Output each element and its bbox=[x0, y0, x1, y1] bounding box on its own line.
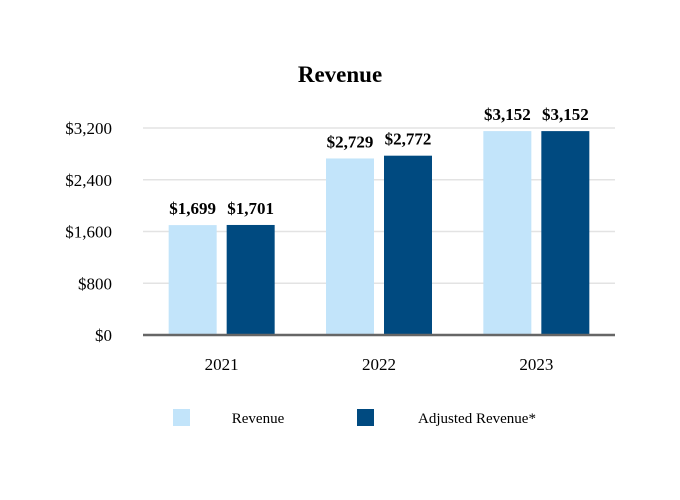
data-label: $3,152 bbox=[484, 105, 531, 124]
y-tick-label: $2,400 bbox=[65, 171, 112, 190]
data-label: $2,772 bbox=[385, 130, 432, 149]
bar-adjusted-revenue-2021 bbox=[226, 224, 275, 335]
y-tick-label: $0 bbox=[95, 326, 112, 345]
x-tick-label: 2023 bbox=[519, 355, 553, 374]
data-label: $1,701 bbox=[227, 199, 274, 218]
bar-adjusted-revenue-2023 bbox=[541, 131, 590, 335]
y-tick-label: $1,600 bbox=[65, 223, 112, 242]
bars bbox=[168, 131, 590, 335]
data-labels: $1,699 $1,701 $2,729 $2,772 $3,152 $3,152 bbox=[169, 105, 588, 218]
legend-label-revenue: Revenue bbox=[232, 411, 285, 427]
legend-swatch-revenue bbox=[173, 409, 190, 426]
chart-title: Revenue bbox=[298, 62, 382, 87]
legend-swatch-adjusted-revenue bbox=[357, 409, 374, 426]
bar-revenue-2021 bbox=[168, 225, 217, 335]
y-tick-label: $800 bbox=[78, 274, 112, 293]
bar-adjusted-revenue-2022 bbox=[384, 155, 432, 335]
data-label: $2,729 bbox=[327, 132, 374, 151]
legend: Revenue Adjusted Revenue* bbox=[173, 409, 536, 427]
x-tick-label: 2021 bbox=[205, 355, 239, 374]
x-axis-ticks: 2021 2022 2023 bbox=[205, 355, 554, 374]
y-axis-ticks: $0 $800 $1,600 $2,400 $3,200 bbox=[65, 119, 112, 345]
y-tick-label: $3,200 bbox=[65, 119, 112, 138]
legend-label-adjusted-revenue: Adjusted Revenue* bbox=[418, 411, 536, 427]
data-label: $1,699 bbox=[169, 199, 216, 218]
data-label: $3,152 bbox=[542, 105, 589, 124]
bar-revenue-2023 bbox=[483, 131, 532, 335]
bar-revenue-2022 bbox=[326, 158, 374, 335]
x-tick-label: 2022 bbox=[362, 355, 396, 374]
gridlines bbox=[143, 127, 615, 284]
